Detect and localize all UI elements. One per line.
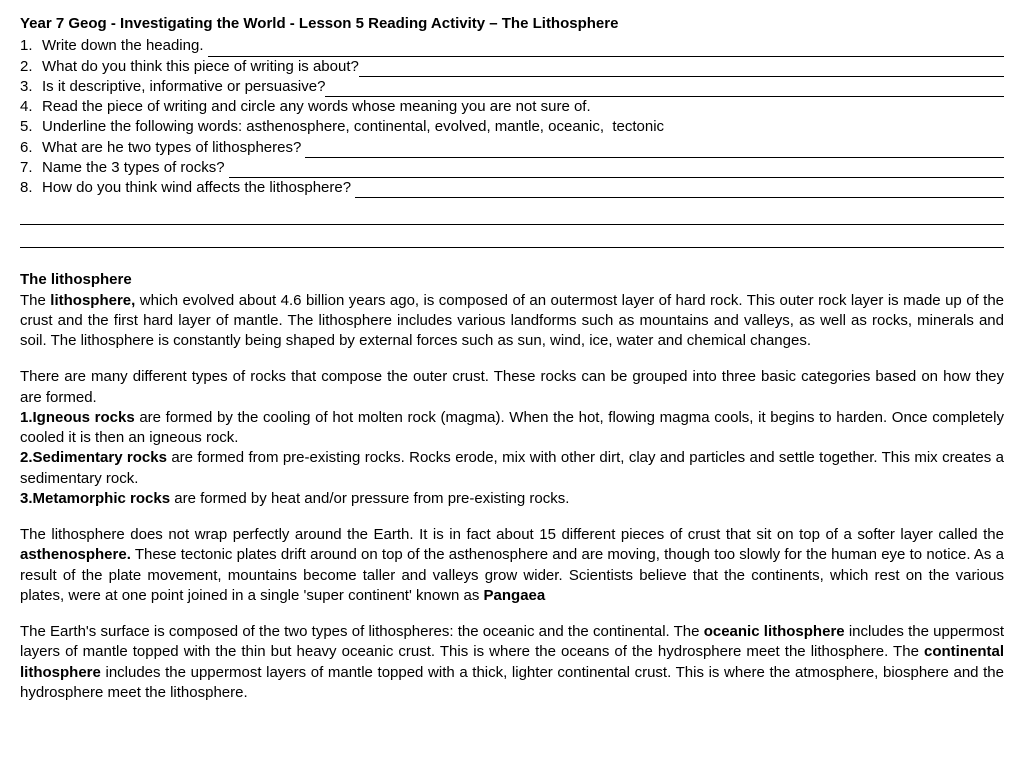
passage-p3: The lithosphere does not wrap perfectly … [20, 525, 1004, 606]
question-number: 3. [20, 77, 42, 97]
rock-type-2: 2.Sedimentary rocks are formed from pre-… [20, 448, 1004, 489]
question-list: 1.Write down the heading. 2.What do you … [20, 36, 1004, 198]
rock-type-1: 1.Igneous rocks are formed by the coolin… [20, 408, 1004, 449]
bold-sedimentary: 2.Sedimentary rocks [20, 449, 167, 466]
passage-p4: The Earth's surface is composed of the t… [20, 622, 1004, 703]
text: The Earth's surface is composed of the t… [20, 623, 704, 640]
text: are formed by heat and/or pressure from … [170, 490, 569, 507]
question-row: 3.Is it descriptive, informative or pers… [20, 77, 1004, 97]
question-row: 5.Underline the following words: astheno… [20, 117, 1004, 137]
answer-blank[interactable] [208, 40, 1004, 57]
question-text: Read the piece of writing and circle any… [42, 97, 591, 117]
text: includes the uppermost layers of mantle … [20, 664, 1004, 701]
text: are formed by the cooling of hot molten … [20, 409, 1004, 446]
worksheet-title: Year 7 Geog - Investigating the World - … [20, 14, 1004, 34]
question-row: 4.Read the piece of writing and circle a… [20, 97, 1004, 117]
text: The lithosphere does not wrap perfectly … [20, 526, 1004, 543]
answer-blank-full[interactable] [20, 229, 1004, 248]
extra-blank-lines [20, 206, 1004, 248]
question-text: What do you think this piece of writing … [42, 57, 359, 77]
question-number: 1. [20, 36, 42, 56]
bold-igneous: 1.Igneous rocks [20, 409, 135, 426]
text: which evolved about 4.6 billion years ag… [20, 292, 1004, 350]
text: are formed from pre-existing rocks. Rock… [20, 449, 1004, 486]
text: The [20, 292, 50, 309]
question-number: 6. [20, 138, 42, 158]
answer-blank[interactable] [229, 161, 1004, 178]
question-number: 7. [20, 158, 42, 178]
question-number: 4. [20, 97, 42, 117]
bold-metamorphic: 3.Metamorphic rocks [20, 490, 170, 507]
passage-p1: The lithosphere, which evolved about 4.6… [20, 291, 1004, 352]
question-text: How do you think wind affects the lithos… [42, 178, 355, 198]
question-text: Name the 3 types of rocks? [42, 158, 229, 178]
question-text: Is it descriptive, informative or persua… [42, 77, 325, 97]
rock-type-3: 3.Metamorphic rocks are formed by heat a… [20, 489, 1004, 509]
bold-oceanic: oceanic lithosphere [704, 623, 845, 640]
question-row: 8.How do you think wind affects the lith… [20, 178, 1004, 198]
passage-heading: The lithosphere [20, 270, 1004, 290]
question-number: 5. [20, 117, 42, 137]
bold-asthenosphere: asthenosphere. [20, 546, 131, 563]
bold-pangaea: Pangaea [484, 587, 546, 604]
question-number: 8. [20, 178, 42, 198]
bold-lithosphere: lithosphere, [50, 292, 135, 309]
passage-p2: There are many different types of rocks … [20, 367, 1004, 408]
answer-blank[interactable] [325, 80, 1004, 97]
question-number: 2. [20, 57, 42, 77]
answer-blank[interactable] [359, 60, 1004, 77]
question-text: Underline the following words: asthenosp… [42, 117, 664, 137]
answer-blank[interactable] [305, 141, 1004, 158]
question-row: 2.What do you think this piece of writin… [20, 57, 1004, 77]
question-text: Write down the heading. [42, 36, 208, 56]
question-row: 7.Name the 3 types of rocks? [20, 158, 1004, 178]
question-row: 6.What are he two types of lithospheres? [20, 138, 1004, 158]
question-row: 1.Write down the heading. [20, 36, 1004, 56]
answer-blank-full[interactable] [20, 206, 1004, 225]
answer-blank[interactable] [355, 182, 1004, 199]
question-text: What are he two types of lithospheres? [42, 138, 305, 158]
